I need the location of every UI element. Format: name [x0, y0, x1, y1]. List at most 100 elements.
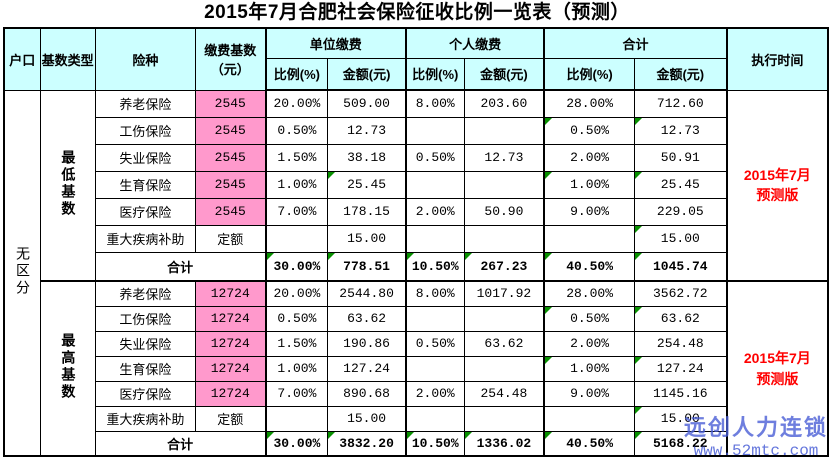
unit-ratio: 7.00% — [264, 197, 329, 226]
insurance-name: 重大疾病补助 — [94, 224, 196, 253]
personal-ratio: 2.00% — [404, 197, 465, 226]
unit-ratio: 7.00% — [264, 380, 329, 407]
personal-ratio — [404, 224, 465, 253]
unit-amount: 178.15 — [327, 197, 407, 226]
personal-amount — [463, 355, 545, 382]
personal-amount: 12.73 — [463, 143, 545, 172]
comment-marker-icon — [328, 172, 336, 179]
personal-ratio — [404, 405, 465, 432]
comment-marker-icon — [546, 307, 553, 314]
personal-amount: 63.62 — [463, 330, 545, 357]
total-amount: 15.00 — [633, 405, 728, 432]
total-ratio: 1.00% — [543, 355, 635, 382]
comment-marker-icon — [267, 253, 274, 260]
table-row: 医疗保险 12724 7.00% 890.68 2.00% 254.48 9.0… — [4, 380, 828, 407]
exec-time-line2: 预测版 — [756, 187, 799, 204]
total-ratio: 9.00% — [543, 380, 635, 407]
personal-amount: 254.48 — [463, 380, 545, 407]
comment-marker-icon — [546, 172, 553, 179]
total-ratio: 1.00% — [543, 170, 635, 199]
exec-time-cell-min: 2015年7月 预测版 — [725, 89, 829, 282]
total-amount: 1145.16 — [633, 380, 728, 407]
col-group-unit: 单位缴费 — [264, 27, 407, 59]
personal-amount — [463, 305, 545, 332]
table-row: 重大疾病补助 定额 15.00 15.00 — [4, 405, 828, 432]
total-ratio — [543, 405, 635, 432]
exec-time-cell-max: 2015年7月 预测版 — [725, 280, 829, 457]
subtotal-total-ratio: 40.50% — [543, 430, 635, 457]
comment-marker-icon — [546, 357, 553, 364]
comment-marker-icon — [635, 307, 642, 314]
comment-marker-icon — [635, 118, 642, 125]
comment-marker-icon — [465, 432, 472, 439]
col-header-hukou: 户口 — [3, 27, 41, 91]
total-amount: 127.24 — [633, 355, 728, 382]
subtotal-label: 合计 — [94, 251, 267, 282]
total-amount: 712.60 — [633, 89, 728, 118]
personal-ratio — [404, 116, 465, 145]
comment-marker-icon — [635, 357, 642, 364]
comment-marker-icon — [465, 253, 472, 260]
comment-marker-icon — [328, 253, 336, 260]
base-amount: 12724 — [194, 380, 267, 407]
comment-marker-icon — [546, 118, 553, 125]
col-header-personal-amount: 金额(元) — [463, 57, 545, 91]
subtotal-unit-ratio: 30.00% — [264, 251, 329, 282]
insurance-name: 医疗保险 — [94, 380, 196, 407]
personal-amount — [463, 224, 545, 253]
subtotal-total-ratio: 40.50% — [543, 251, 635, 282]
unit-amount: 38.18 — [327, 143, 407, 172]
comment-marker-icon — [635, 253, 642, 260]
subtotal-unit-amount: 3832.20 — [327, 430, 407, 457]
table-row: 工伤保险 12724 0.50% 63.62 0.50% 63.62 — [4, 305, 828, 332]
base-amount: 2545 — [194, 116, 267, 145]
insurance-name: 养老保险 — [94, 280, 196, 307]
table-row: 最高基数 养老保险 12724 20.00% 2544.80 8.00% 101… — [4, 280, 829, 457]
total-ratio: 0.50% — [543, 305, 635, 332]
unit-ratio: 20.00% — [264, 89, 329, 118]
total-amount: 63.62 — [633, 305, 728, 332]
total-ratio: 28.00% — [543, 280, 635, 307]
insurance-name: 工伤保险 — [94, 116, 196, 145]
unit-amount: 15.00 — [327, 405, 407, 432]
subtotal-personal-amount: 1336.02 — [463, 430, 545, 457]
insurance-name: 重大疾病补助 — [94, 405, 196, 432]
personal-amount — [463, 405, 545, 432]
col-header-total-amount: 金额(元) — [633, 57, 728, 91]
col-header-base-type: 基数类型 — [39, 27, 96, 91]
base-amount: 2545 — [194, 143, 267, 172]
total-amount: 229.05 — [633, 197, 728, 226]
col-group-total: 合计 — [543, 27, 728, 59]
total-ratio: 2.00% — [543, 143, 635, 172]
col-header-personal-ratio: 比例(%) — [404, 57, 465, 91]
subtotal-unit-amount: 778.51 — [327, 251, 407, 282]
col-header-unit-amount: 金额(元) — [327, 57, 407, 91]
exec-time-line1: 2015年7月 — [743, 350, 811, 367]
personal-ratio — [404, 355, 465, 382]
insurance-name: 失业保险 — [94, 330, 196, 357]
unit-ratio: 1.00% — [264, 355, 329, 382]
subtotal-row-min: 合计 30.00% 778.51 10.50% 267.23 40.50% 10… — [4, 251, 828, 282]
comment-marker-icon — [635, 172, 642, 179]
unit-amount: 12.73 — [327, 116, 407, 145]
total-amount: 50.91 — [633, 143, 728, 172]
comment-marker-icon — [407, 253, 414, 260]
total-ratio: 28.00% — [543, 89, 635, 118]
header-row-sub: 比例(%) 金额(元) 比例(%) 金额(元) 比例(%) 金额(元) — [4, 57, 828, 91]
total-amount: 12.73 — [633, 116, 728, 145]
personal-amount: 50.90 — [463, 197, 545, 226]
comment-marker-icon — [328, 432, 336, 439]
base-type-cell-min: 最低基数 — [39, 89, 96, 282]
col-group-personal: 个人缴费 — [404, 27, 545, 59]
col-header-base: 缴费基数（元） — [194, 27, 267, 91]
total-amount: 3562.72 — [633, 280, 728, 307]
personal-ratio: 0.50% — [404, 330, 465, 357]
insurance-name: 生育保险 — [94, 355, 196, 382]
base-amount: 12724 — [194, 330, 267, 357]
personal-amount — [463, 170, 545, 199]
insurance-name: 工伤保险 — [94, 305, 196, 332]
comment-marker-icon — [267, 432, 274, 439]
personal-ratio: 0.50% — [404, 143, 465, 172]
base-amount: 2545 — [194, 170, 267, 199]
table-row: 工伤保险 2545 0.50% 12.73 0.50% 12.73 — [4, 116, 828, 145]
